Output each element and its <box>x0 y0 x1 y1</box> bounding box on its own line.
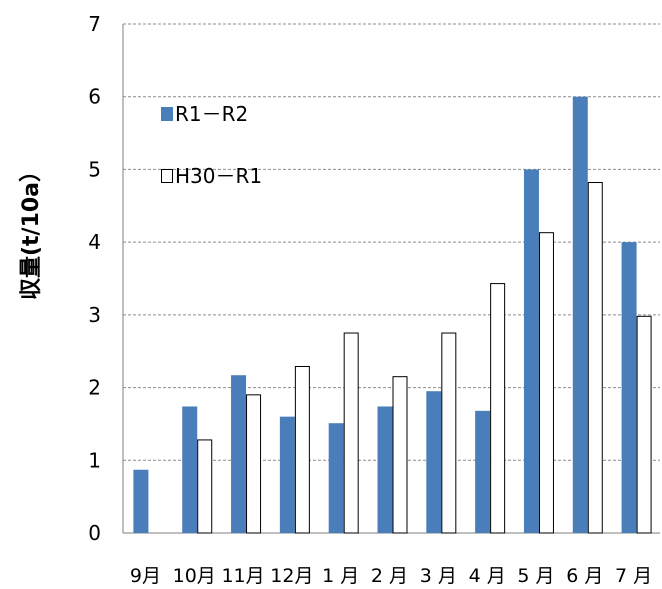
x-tick-label: 11月 <box>221 565 264 587</box>
bar-1-6 <box>441 332 457 534</box>
bar-0-7 <box>475 410 491 533</box>
y-tick-label: 4 <box>88 230 101 254</box>
x-tick-label: 4 月 <box>469 565 506 587</box>
y-tick-label: 6 <box>88 85 101 109</box>
bar-0-3 <box>279 416 295 533</box>
y-tick-label: 3 <box>88 303 101 327</box>
bar-0-6 <box>426 391 442 533</box>
legend-label-0: R1－R2 <box>175 102 248 126</box>
bar-1-8 <box>538 232 554 534</box>
x-tick-label: 3 月 <box>420 565 457 587</box>
legend-swatch-1 <box>161 169 173 183</box>
bar-1-3 <box>294 365 310 534</box>
x-tick-label: 1 月 <box>322 565 359 587</box>
bar-0-8 <box>523 169 539 533</box>
bar-1-7 <box>490 283 506 534</box>
x-tick-label: 12月 <box>270 565 313 587</box>
bar-1-1 <box>197 439 213 534</box>
bar-1-5 <box>392 376 408 534</box>
x-tick-label: 9月 <box>130 565 161 587</box>
bar-1-10 <box>636 315 652 534</box>
y-tick-label: 5 <box>88 157 101 181</box>
legend-label-1: H30－R1 <box>175 164 262 188</box>
bar-0-5 <box>377 406 393 533</box>
legend-swatch-0 <box>161 107 173 121</box>
x-tick-label: 2 月 <box>371 565 408 587</box>
bar-0-10 <box>621 242 637 533</box>
bar-0-2 <box>231 375 247 533</box>
x-tick-label: 6 月 <box>566 565 603 587</box>
y-tick-label: 0 <box>88 521 101 545</box>
bar-0-1 <box>182 406 198 533</box>
bar-1-9 <box>587 182 603 534</box>
bar-1-4 <box>343 332 359 534</box>
bar-0-9 <box>572 96 588 533</box>
y-tick-label: 1 <box>88 448 101 472</box>
x-tick-label: 5 月 <box>517 565 554 587</box>
bar-0-0 <box>133 469 149 533</box>
bar-0-4 <box>328 423 344 533</box>
y-tick-label: 2 <box>88 376 101 400</box>
x-tick-label: 7 月 <box>615 565 652 587</box>
x-tick-label: 10月 <box>173 565 216 587</box>
bar-1-2 <box>246 394 262 534</box>
y-tick-label: 7 <box>88 12 101 36</box>
